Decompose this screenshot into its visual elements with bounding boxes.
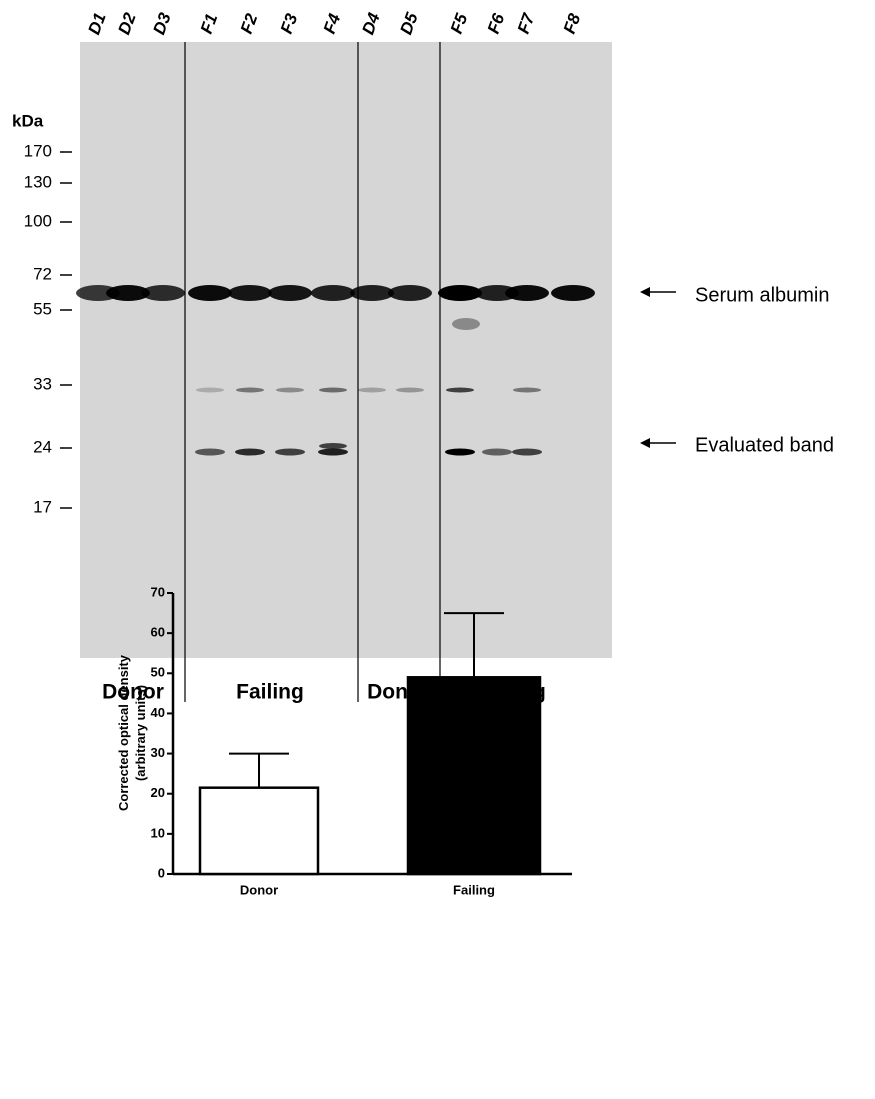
marker-label: 100 — [24, 211, 52, 230]
band — [319, 443, 347, 449]
lane-label: F1 — [197, 11, 222, 36]
marker-label: 130 — [24, 172, 52, 191]
arrow — [640, 438, 676, 448]
band — [196, 388, 224, 393]
marker-label: 17 — [33, 497, 52, 516]
bar — [200, 788, 318, 874]
band — [396, 388, 424, 393]
band — [188, 285, 232, 301]
band — [551, 285, 595, 301]
lane-label: F6 — [484, 11, 509, 37]
lane-label: F8 — [560, 11, 585, 37]
band — [276, 388, 304, 393]
marker-label: 33 — [33, 374, 52, 393]
marker-unit: kDa — [12, 111, 44, 130]
band — [275, 449, 305, 456]
band — [141, 285, 185, 301]
band — [452, 318, 480, 330]
lane-label: D4 — [358, 10, 383, 37]
band — [388, 285, 432, 301]
marker-label: 55 — [33, 299, 52, 318]
lane-label: D5 — [396, 10, 421, 37]
lane-label: F4 — [320, 11, 345, 37]
marker-label: 170 — [24, 141, 52, 160]
band — [235, 449, 265, 456]
band — [482, 449, 512, 456]
band — [195, 449, 225, 456]
y-tick-label: 20 — [151, 785, 165, 800]
lane-label: F2 — [237, 11, 262, 37]
band — [512, 449, 542, 456]
band — [311, 285, 355, 301]
bar — [408, 677, 540, 874]
y-tick-label: 0 — [158, 865, 165, 880]
gel — [80, 42, 612, 658]
band — [319, 388, 347, 393]
band — [268, 285, 312, 301]
y-tick-label: 70 — [151, 584, 165, 599]
band — [350, 285, 394, 301]
y-tick-label: 40 — [151, 705, 165, 720]
y-axis-label-line: Corrected optical density — [116, 654, 131, 811]
lane-label: D2 — [114, 10, 139, 37]
band — [446, 388, 474, 393]
band — [513, 388, 541, 393]
annotation: Serum albumin — [695, 284, 830, 306]
y-tick-label: 30 — [151, 745, 165, 760]
annotation: * — [467, 789, 481, 830]
group-label: Failing — [236, 681, 304, 704]
lane-label: D1 — [84, 10, 109, 37]
lane-label: F3 — [277, 11, 302, 37]
y-tick-label: 10 — [151, 825, 165, 840]
band — [505, 285, 549, 301]
x-tick-label: Failing — [453, 882, 495, 897]
lane-label: D3 — [149, 10, 174, 37]
y-tick-label: 50 — [151, 665, 165, 680]
band — [236, 388, 264, 393]
lane-label: F7 — [514, 10, 539, 37]
marker-label: 24 — [33, 437, 52, 456]
band — [358, 388, 386, 393]
marker-label: 72 — [33, 264, 52, 283]
y-tick-label: 60 — [151, 625, 165, 640]
x-tick-label: Donor — [240, 882, 278, 897]
band — [445, 449, 475, 456]
y-axis-label: Corrected optical density(arbitrary unit… — [116, 654, 148, 811]
band — [318, 449, 348, 456]
arrow — [640, 287, 676, 297]
annotation: Evaluated band — [695, 434, 834, 456]
lane-label: F5 — [447, 11, 472, 37]
band — [228, 285, 272, 301]
figure: kDa Serum albumin Evaluated band D1D2 D3 F… — [0, 0, 875, 1099]
y-axis-label-line: (arbitrary units) — [133, 685, 148, 781]
